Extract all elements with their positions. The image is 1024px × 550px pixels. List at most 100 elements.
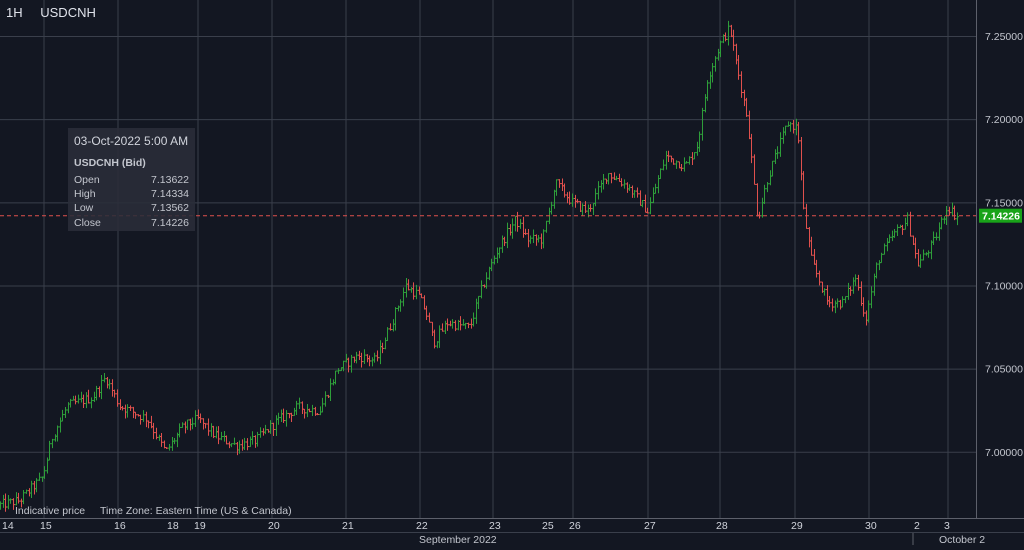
ohlc-bar	[178, 423, 181, 438]
ohlc-bar	[363, 349, 366, 365]
ohlc-bar	[233, 437, 236, 445]
ohlc-bar	[48, 440, 51, 461]
tooltip-value: 7.13622	[151, 174, 189, 186]
x-tick-label: 14	[2, 520, 14, 532]
ohlc-bar	[555, 179, 558, 196]
ohlc-bar	[922, 249, 925, 261]
ohlc-bar	[906, 212, 909, 227]
ohlc-bar	[667, 150, 670, 163]
timezone-note[interactable]: Time Zone: Eastern Time (US & Canada)	[99, 505, 292, 517]
ohlc-bar	[857, 274, 860, 291]
ohlc-bar	[467, 322, 470, 329]
ohlc-bar	[95, 385, 98, 401]
ohlc-bar	[147, 420, 150, 429]
symbol-label[interactable]: USDCNH	[40, 5, 96, 20]
ohlc-bar	[662, 159, 665, 171]
ohlc-bar	[659, 168, 662, 180]
ohlc-bar	[719, 40, 722, 58]
x-tick-label: 15	[40, 520, 52, 532]
ohlc-bar	[134, 411, 137, 419]
ohlc-bar	[901, 224, 904, 235]
tooltip-value: 7.14334	[151, 188, 189, 201]
ohlc-bar	[90, 397, 93, 409]
ohlc-bar	[61, 409, 64, 422]
ohlc-bar	[506, 222, 509, 249]
chart-footer: Indicative price Time Zone: Eastern Time…	[15, 505, 292, 517]
ohlc-bar	[56, 425, 59, 442]
ohlc-bar	[142, 410, 145, 422]
ohlc-bar	[428, 312, 431, 323]
y-tick-label: 7.10000	[985, 280, 1023, 292]
ohlc-bar	[589, 204, 592, 212]
ohlc-bar	[766, 181, 769, 193]
ohlc-bar	[563, 183, 566, 198]
ohlc-bar	[490, 258, 493, 272]
ohlc-bar	[802, 171, 805, 210]
tooltip-label: Open	[74, 174, 100, 186]
ohlc-bar	[698, 131, 701, 152]
timeframe-label[interactable]: 1H	[6, 5, 23, 20]
ohlc-bar	[870, 286, 873, 309]
ohlc-bar	[615, 175, 618, 181]
ohlc-bar	[763, 184, 766, 204]
ohlc-bar	[459, 316, 462, 331]
ohlc-bar	[74, 395, 77, 405]
ohlc-bar	[329, 378, 332, 401]
ohlc-bar	[9, 498, 12, 504]
ohlc-bar	[844, 296, 847, 304]
ohlc-bar	[823, 288, 826, 296]
ohlc-bars	[0, 20, 959, 512]
ohlc-bar	[316, 412, 319, 416]
ohlc-bar	[503, 236, 506, 246]
ohlc-bar	[113, 389, 116, 398]
x-tick-label: 20	[268, 520, 280, 532]
ohlc-bar	[841, 296, 844, 308]
ohlc-bar	[139, 414, 142, 425]
ohlc-bar	[308, 408, 311, 413]
ohlc-bar	[888, 234, 891, 244]
ohlc-bar	[779, 132, 782, 157]
ohlc-bar	[82, 394, 85, 409]
ohlc-bar	[818, 270, 821, 286]
ohlc-bar	[597, 181, 600, 200]
ohlc-bar	[620, 178, 623, 187]
ohlc-bar	[399, 299, 402, 312]
ohlc-bar	[464, 322, 467, 330]
y-tick-label: 7.00000	[985, 447, 1023, 459]
ohlc-bar	[350, 354, 353, 373]
ohlc-bar	[646, 207, 649, 214]
ohlc-bar	[402, 287, 405, 307]
ohlc-bar	[303, 408, 306, 419]
ohlc-tooltip: 03-Oct-2022 5:00 AM USDCNH (Bid) Open 7.…	[68, 128, 195, 231]
tooltip-label: Low	[74, 202, 94, 215]
ohlc-bar	[750, 133, 753, 164]
ohlc-bar	[243, 437, 246, 451]
ohlc-bar	[623, 179, 626, 189]
ohlc-bar	[194, 410, 197, 427]
ohlc-bar	[862, 297, 865, 317]
ohlc-bar	[217, 426, 220, 445]
ohlc-bar	[454, 320, 457, 332]
ohlc-bar	[277, 412, 280, 425]
ohlc-bar	[22, 489, 25, 505]
current-price-label: 7.14226	[982, 211, 1020, 223]
ohlc-bar	[381, 342, 384, 354]
ohlc-bar	[451, 319, 454, 329]
ohlc-bar	[298, 397, 301, 410]
y-tick-label: 7.15000	[985, 197, 1023, 209]
tooltip-row-open: Open 7.13622	[74, 173, 189, 187]
ohlc-bar	[160, 433, 163, 447]
ohlc-bar	[259, 427, 262, 438]
ohlc-bar	[12, 498, 15, 510]
tooltip-value: 7.14226	[151, 216, 189, 229]
ohlc-bar	[485, 272, 488, 289]
ohlc-bar	[407, 279, 410, 291]
tooltip-datetime: 03-Oct-2022 5:00 AM	[74, 134, 189, 148]
x-tick-label: 25	[542, 520, 554, 532]
ohlc-bar	[69, 398, 72, 408]
tooltip-row-low: Low 7.13562	[74, 201, 189, 215]
ohlc-bar	[311, 404, 314, 416]
current-price-label-bg	[979, 208, 1022, 223]
